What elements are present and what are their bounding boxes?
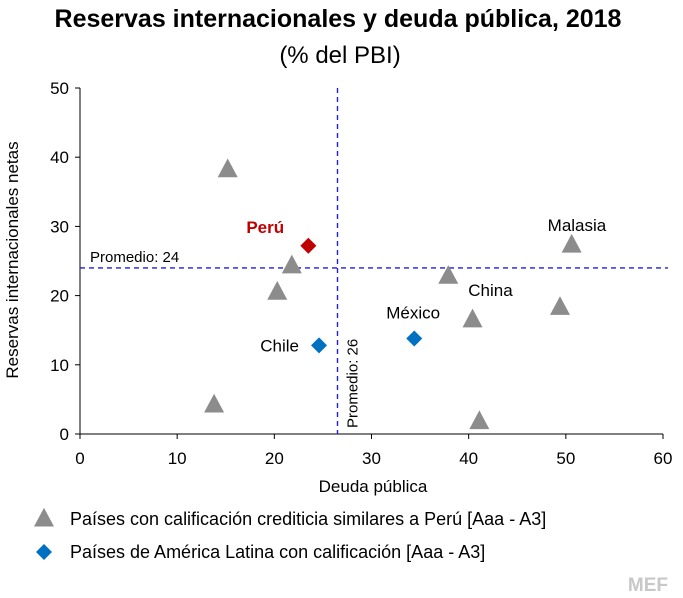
chart-subtitle: (% del PBI) <box>279 42 400 69</box>
y-tick-label: 20 <box>50 287 69 306</box>
x-tick-label: 0 <box>75 449 84 468</box>
y-tick-label: 40 <box>50 148 69 167</box>
data-label-chile: Chile <box>260 336 299 355</box>
data-label-peru: Perú <box>246 218 284 237</box>
y-tick-label: 30 <box>50 217 69 236</box>
data-point-triangle <box>561 233 582 253</box>
data-label-mexico: México <box>386 304 440 323</box>
chart-title: Reservas internacionales y deuda pública… <box>55 5 622 33</box>
data-point-triangle <box>550 296 571 315</box>
y-tick-label: 10 <box>50 356 69 375</box>
data-point-triangle <box>469 410 490 430</box>
legend-marker-triangle <box>34 507 54 527</box>
legend-entry-label: Países de América Latina con calificació… <box>70 542 485 562</box>
x-axis-label: Deuda pública <box>319 477 428 496</box>
data-point-diamond <box>406 330 423 347</box>
data-point-triangle <box>204 393 225 413</box>
y-tick-label: 50 <box>50 79 69 98</box>
x-tick-label: 10 <box>168 449 187 468</box>
y-axis-label: Reservas internacionales netas <box>3 141 22 378</box>
data-point-triangle <box>267 280 288 300</box>
x-tick-label: 40 <box>459 449 478 468</box>
legend: Países con calificación crediticia simil… <box>34 507 546 562</box>
legend-marker-diamond <box>36 544 52 560</box>
data-label-malasia: Malasia <box>548 216 607 235</box>
x-tick-label: 50 <box>556 449 575 468</box>
data-point-triangle <box>281 254 302 274</box>
data-point-diamond <box>311 337 328 354</box>
data-point-triangle <box>217 158 238 178</box>
data-point-peru <box>300 237 317 254</box>
data-point-triangle <box>438 265 459 284</box>
average-label-vertical: Promedio: 26 <box>344 339 361 428</box>
legend-entry-label: Países con calificación crediticia simil… <box>70 509 546 529</box>
plot-area: 0 10 20 30 40 50 0 10 20 30 40 50 60 Promedio: 24 Prom… <box>50 79 672 468</box>
x-tick-label: 20 <box>265 449 284 468</box>
y-tick-label: 0 <box>60 425 69 444</box>
average-label-horizontal: Promedio: 24 <box>90 249 179 266</box>
source-watermark: MEF <box>628 575 668 596</box>
x-tick-label: 30 <box>362 449 381 468</box>
x-tick-label: 60 <box>654 449 673 468</box>
data-point-triangle <box>462 308 483 328</box>
data-label-china: China <box>468 281 513 300</box>
